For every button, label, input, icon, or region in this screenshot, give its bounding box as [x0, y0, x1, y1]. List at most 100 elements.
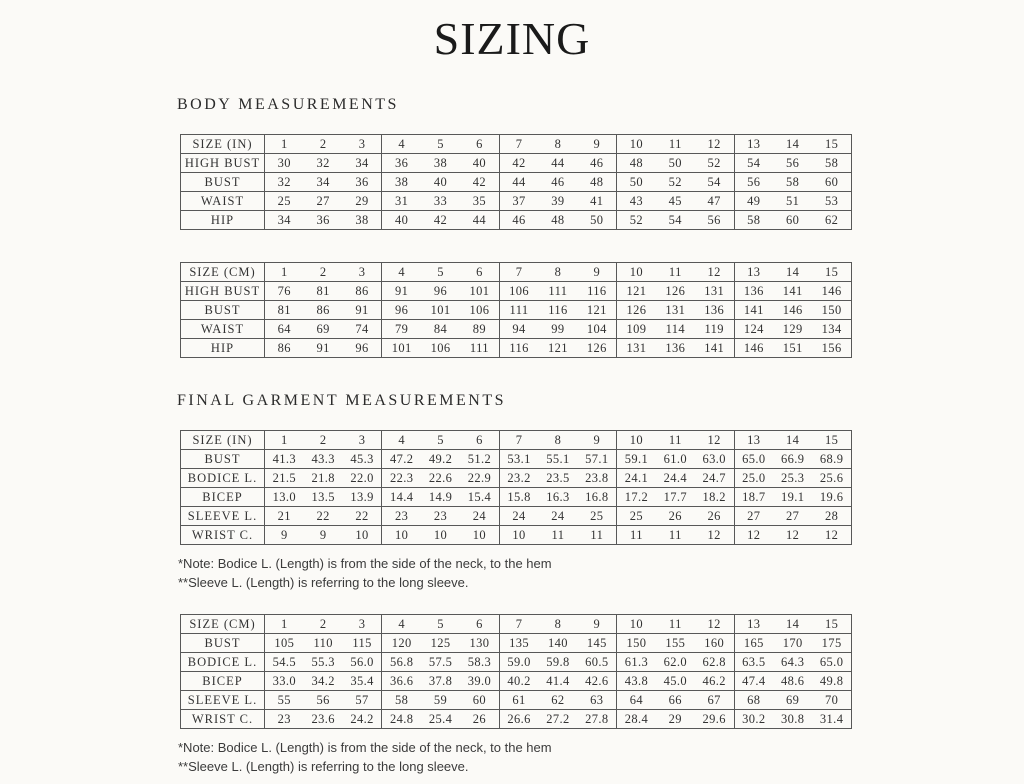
measurement-value-cell: 49.2	[421, 449, 461, 469]
measurement-value-cell: 170	[773, 633, 813, 653]
measurement-value-cell: 16.8	[577, 487, 618, 507]
size-number-cell: 13	[734, 614, 774, 634]
size-number-cell: 15	[812, 430, 852, 450]
measurement-value-cell: 130	[460, 633, 500, 653]
measurement-value-cell: 13.9	[342, 487, 383, 507]
measurement-value-cell: 126	[616, 300, 656, 320]
measurement-value-cell: 96	[381, 300, 421, 320]
measurement-value-cell: 106	[499, 281, 539, 301]
measurement-value-cell: 30.2	[734, 709, 774, 729]
size-number-cell: 11	[655, 430, 695, 450]
measurement-value-cell: 35	[460, 191, 500, 211]
size-unit-label: SIZE (IN)	[180, 134, 265, 154]
note-line-bodice: *Note: Bodice L. (Length) is from the si…	[178, 556, 552, 571]
measurement-value-cell: 43.3	[303, 449, 343, 469]
garment-cm-notes: *Note: Bodice L. (Length) is from the si…	[178, 738, 853, 776]
measurement-row-label: WRIST C.	[180, 709, 265, 729]
measurement-value-cell: 81	[264, 300, 304, 320]
measurement-value-cell: 23.2	[499, 468, 539, 488]
measurement-value-cell: 129	[773, 319, 813, 339]
measurement-value-cell: 131	[694, 281, 735, 301]
measurement-row-label: WAIST	[180, 191, 265, 211]
size-number-cell: 10	[616, 134, 656, 154]
measurement-value-cell: 44	[460, 210, 500, 230]
measurement-value-cell: 48.6	[773, 671, 813, 691]
size-number-cell: 5	[421, 134, 461, 154]
measurement-value-cell: 34	[342, 153, 383, 173]
measurement-value-cell: 36	[381, 153, 421, 173]
size-number-cell: 12	[694, 430, 735, 450]
measurement-value-cell: 66	[655, 690, 695, 710]
measurement-row-label: BUST	[180, 449, 265, 469]
measurement-row-label: WRIST C.	[180, 525, 265, 545]
measurement-row: WRIST C. 23 23.6 24.2 24.8 25.4 26 26.6 27.2 27.8…	[180, 709, 852, 729]
measurement-value-cell: 10	[421, 525, 461, 545]
measurement-value-cell: 99	[538, 319, 578, 339]
size-header-row: SIZE (IN) 1 2 3 4 5 6 7 8 9 10 11 12 13 14 15	[180, 430, 852, 450]
size-number-cell: 7	[499, 430, 539, 450]
measurement-value-cell: 62	[812, 210, 852, 230]
measurement-value-cell: 46	[538, 172, 578, 192]
measurement-value-cell: 36	[303, 210, 343, 230]
size-number-cell: 2	[303, 134, 343, 154]
measurement-value-cell: 79	[381, 319, 421, 339]
measurement-row: HIGH BUST 30 32 34 36 38 40 42 44 46 48 50 52 54 56 58	[180, 153, 852, 173]
measurement-value-cell: 55.1	[538, 449, 578, 469]
measurement-value-cell: 116	[538, 300, 578, 320]
measurement-row: BODICE L. 21.5 21.8 22.0 22.3 22.6 22.9 23.2 23.…	[180, 468, 852, 488]
measurement-value-cell: 10	[342, 525, 383, 545]
measurement-row-label: SLEEVE L.	[180, 690, 265, 710]
measurement-value-cell: 32	[303, 153, 343, 173]
size-number-cell: 14	[773, 614, 813, 634]
measurement-value-cell: 61	[499, 690, 539, 710]
measurement-value-cell: 140	[538, 633, 578, 653]
measurement-value-cell: 52	[655, 172, 695, 192]
measurement-value-cell: 74	[342, 319, 383, 339]
measurement-value-cell: 11	[616, 525, 656, 545]
measurement-value-cell: 61.0	[655, 449, 695, 469]
size-number-cell: 4	[381, 262, 421, 282]
size-number-cell: 8	[538, 262, 578, 282]
measurement-row: HIGH BUST 76 81 86 91 96 101 106 111 116 121 126 131…	[180, 281, 852, 301]
measurement-value-cell: 69	[773, 690, 813, 710]
measurement-value-cell: 52	[616, 210, 656, 230]
measurement-row: WAIST 25 27 29 31 33 35 37 39 41 43 45 47 49 51 53	[180, 191, 852, 211]
measurement-value-cell: 23.8	[577, 468, 618, 488]
measurement-value-cell: 146	[773, 300, 813, 320]
measurement-value-cell: 18.7	[734, 487, 774, 507]
measurement-value-cell: 43	[616, 191, 656, 211]
size-number-cell: 15	[812, 134, 852, 154]
measurement-value-cell: 10	[460, 525, 500, 545]
note-line-sleeve: **Sleeve L. (Length) is referring to the…	[178, 759, 469, 774]
measurement-value-cell: 165	[734, 633, 774, 653]
measurement-row: SLEEVE L. 55 56 57 58 59 60 61 62 63 64 66 67 68 69 70	[180, 690, 852, 710]
measurement-value-cell: 48	[616, 153, 656, 173]
measurement-value-cell: 146	[812, 281, 852, 301]
measurement-value-cell: 56	[734, 172, 774, 192]
measurement-value-cell: 114	[655, 319, 695, 339]
measurement-value-cell: 9	[264, 525, 304, 545]
measurement-value-cell: 101	[460, 281, 500, 301]
measurement-row: BICEP 13.0 13.5 13.9 14.4 14.9 15.4 15.8 16.3 16.…	[180, 487, 852, 507]
measurement-value-cell: 47	[694, 191, 735, 211]
measurement-value-cell: 33	[421, 191, 461, 211]
measurement-value-cell: 134	[812, 319, 852, 339]
measurement-value-cell: 58	[773, 172, 813, 192]
measurement-value-cell: 12	[694, 525, 735, 545]
measurement-value-cell: 62.0	[655, 652, 695, 672]
measurement-value-cell: 42.6	[577, 671, 618, 691]
measurement-value-cell: 17.2	[616, 487, 656, 507]
measurement-value-cell: 38	[381, 172, 421, 192]
measurement-value-cell: 136	[734, 281, 774, 301]
measurement-value-cell: 49.8	[812, 671, 852, 691]
measurement-value-cell: 59.0	[499, 652, 539, 672]
measurement-value-cell: 27	[303, 191, 343, 211]
size-number-cell: 4	[381, 430, 421, 450]
measurement-value-cell: 86	[303, 300, 343, 320]
measurement-value-cell: 46	[577, 153, 618, 173]
measurement-row-label: HIGH BUST	[180, 153, 265, 173]
size-number-cell: 15	[812, 614, 852, 634]
measurement-value-cell: 23.6	[303, 709, 343, 729]
measurement-value-cell: 57.1	[577, 449, 618, 469]
measurement-value-cell: 42	[460, 172, 500, 192]
